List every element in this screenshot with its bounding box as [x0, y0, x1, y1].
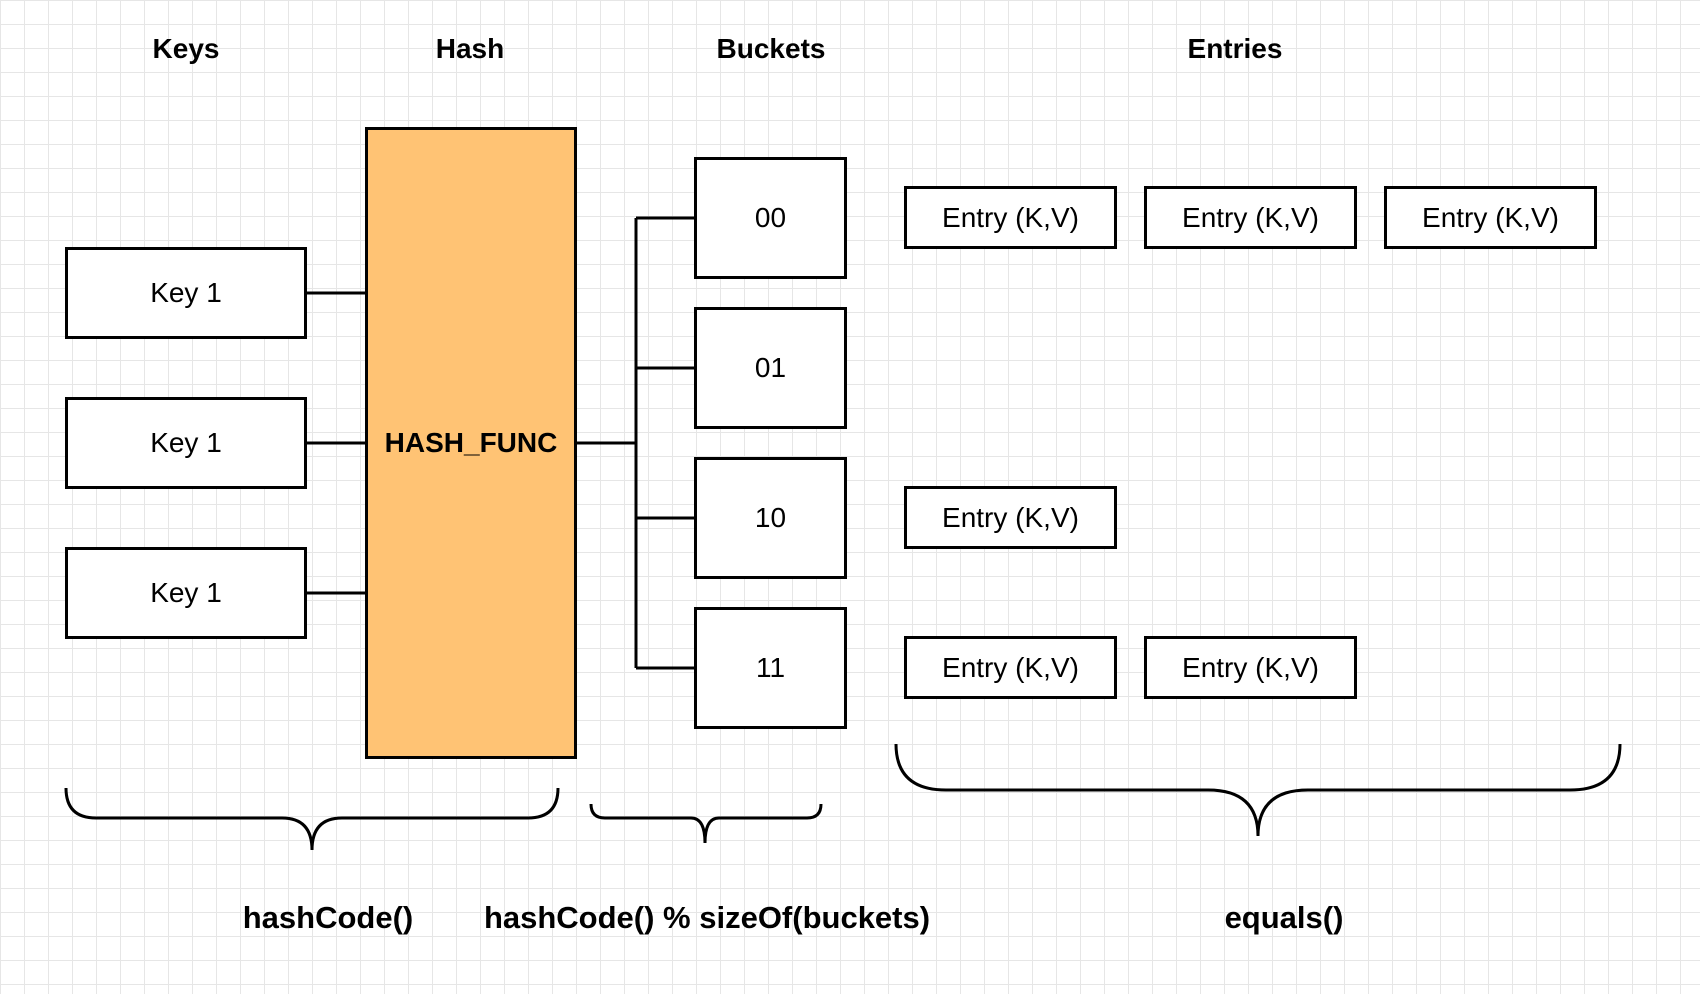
entry-box: Entry (K,V): [904, 486, 1117, 549]
entry-box: Entry (K,V): [1384, 186, 1597, 249]
entry-box: Entry (K,V): [904, 636, 1117, 699]
bucket-10: 10: [694, 457, 847, 579]
buckets-heading: Buckets: [716, 33, 826, 64]
entries-heading: Entries: [1187, 33, 1283, 64]
key-box: Key 1: [65, 547, 307, 639]
equals-brace: [894, 743, 1622, 837]
key-box: Key 1: [65, 397, 307, 489]
bucket-11: 11: [694, 607, 847, 729]
hash-heading: Hash: [435, 33, 505, 64]
entry-box: Entry (K,V): [1144, 186, 1357, 249]
entry-box: Entry (K,V): [904, 186, 1117, 249]
hash-function-box: HASH_FUNC: [365, 127, 577, 759]
bucket-index-brace: [589, 803, 823, 844]
entry-box: Entry (K,V): [1144, 636, 1357, 699]
bucket-01: 01: [694, 307, 847, 429]
bucket-index-caption: hashCode() % sizeOf(buckets): [483, 900, 931, 935]
bucket-00: 00: [694, 157, 847, 279]
equals-caption: equals(): [1224, 900, 1344, 935]
key-box: Key 1: [65, 247, 307, 339]
keys-heading: Keys: [152, 33, 220, 64]
hashcode-brace: [64, 787, 560, 851]
hashcode-caption: hashCode(): [242, 900, 414, 935]
